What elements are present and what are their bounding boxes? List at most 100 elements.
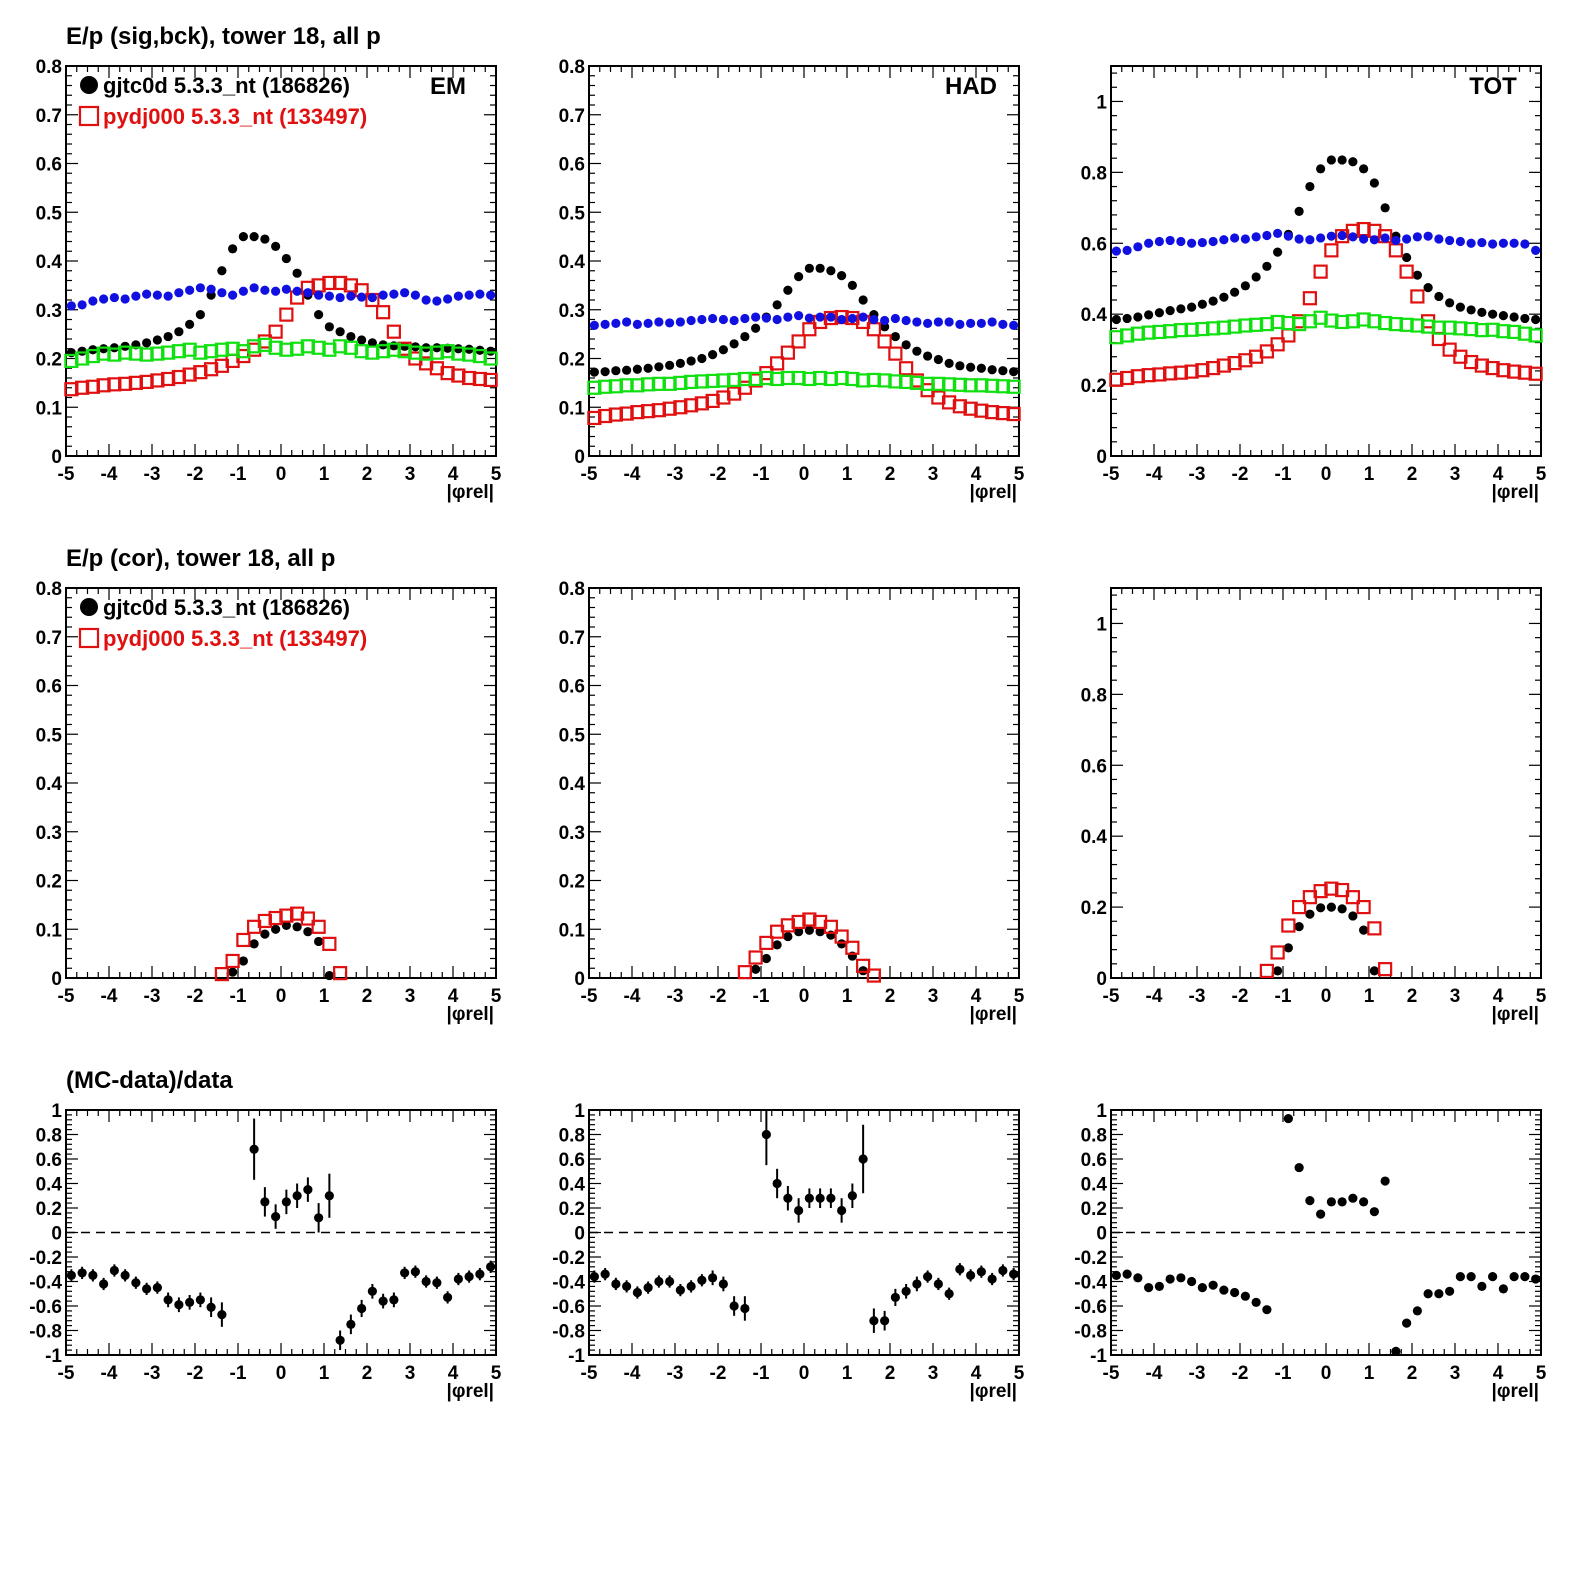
point-data — [933, 354, 943, 365]
x-tick-label: 0 — [799, 1363, 810, 1384]
y-tick-label: 0.4 — [1081, 827, 1108, 848]
y-tick-label: 0.8 — [36, 579, 62, 600]
point-data — [632, 364, 642, 374]
point-ratio — [901, 1286, 911, 1296]
y-tick-label: 0 — [574, 969, 585, 990]
y-tick-label: -0.6 — [29, 1297, 62, 1318]
point-data — [249, 939, 259, 949]
point-mc — [737, 380, 752, 395]
point-mc — [737, 965, 752, 980]
x-tick-label: -2 — [187, 986, 204, 1007]
y-tick-label: 0.6 — [36, 155, 62, 176]
point-data — [249, 232, 259, 242]
point-data — [783, 285, 793, 295]
point-data — [804, 263, 814, 273]
point-data — [174, 327, 184, 337]
y-tick-label: 0.7 — [36, 628, 62, 649]
x-tick-label: 2 — [885, 1363, 896, 1384]
point-mc — [716, 390, 731, 405]
point-ratio — [654, 1276, 664, 1287]
point-bck_data — [475, 289, 485, 299]
x-tick-label: 4 — [448, 1363, 459, 1384]
y-tick-label: 0.6 — [1081, 756, 1107, 777]
point-mc — [386, 324, 401, 339]
point-bck_data — [432, 296, 442, 306]
point-ratio — [1359, 1197, 1369, 1207]
panel-ratio-HAD: -5 -4 -3 -2 -1 0 1 2 3 4 5 -1 -0.8 -0.6 -0.4 -0.2 0 0.2 0.… — [552, 1101, 1024, 1402]
point-data — [357, 335, 367, 345]
point-bck_data — [1380, 233, 1390, 243]
point-bck_data — [998, 319, 1008, 329]
point-ratio — [378, 1296, 388, 1306]
point-data — [1273, 247, 1283, 257]
point-bck_data — [410, 290, 420, 300]
point-data — [1294, 921, 1304, 932]
point-ratio — [1230, 1287, 1240, 1298]
point-data — [99, 344, 109, 354]
point-mc — [1324, 243, 1339, 258]
point-mc — [1507, 364, 1522, 379]
point-mc — [1120, 370, 1135, 386]
point-mc — [483, 372, 498, 388]
point-bck_data — [772, 314, 782, 325]
point-mc — [780, 345, 795, 360]
point-mc — [290, 906, 305, 921]
x-tick-label: -1 — [230, 1363, 247, 1384]
point-bck_mc — [300, 339, 315, 354]
x-tick-label: 4 — [1493, 986, 1504, 1007]
point-bck_data — [869, 314, 879, 325]
point-bck_data — [303, 288, 313, 298]
point-ratio — [686, 1281, 696, 1291]
x-tick-label: -3 — [667, 1363, 684, 1384]
point-bck_data — [77, 300, 87, 310]
point-bck_data — [632, 319, 642, 329]
point-bck_mc — [107, 347, 122, 362]
point-ratio — [335, 1335, 345, 1345]
point-data — [772, 300, 782, 310]
x-tick-label: -5 — [1103, 986, 1120, 1007]
point-data — [708, 350, 718, 360]
y-tick-label: -1 — [45, 1346, 62, 1367]
point-bck_mc — [85, 348, 100, 364]
point-mc — [802, 912, 817, 927]
legend-text: gjtc0d 5.3.3_nt (186826) — [103, 73, 350, 98]
point-mc — [1152, 367, 1167, 382]
point-mc — [429, 361, 444, 376]
y-tick-label: -0.4 — [29, 1273, 62, 1294]
point-bck_mc — [759, 370, 774, 386]
point-data — [228, 967, 238, 977]
point-data — [1165, 306, 1175, 316]
point-bck_data — [443, 294, 453, 304]
point-ratio — [185, 1297, 195, 1307]
point-bck_data — [1531, 245, 1541, 255]
x-tick-label: 0 — [1321, 986, 1332, 1007]
point-bck_mc — [311, 340, 326, 355]
point-bck_mc — [483, 351, 498, 366]
point-bck_mc — [845, 371, 860, 387]
x-tick-label: -5 — [581, 464, 598, 485]
point-data — [185, 319, 195, 329]
x-tick-label: -2 — [710, 986, 727, 1007]
x-tick-label: -5 — [1103, 464, 1120, 485]
point-mc — [780, 918, 795, 933]
point-mc — [619, 406, 634, 421]
point-data — [611, 366, 621, 376]
point-bck_data — [783, 312, 793, 322]
point-bck_mc — [354, 344, 369, 359]
panel-label: TOT — [1469, 73, 1517, 100]
point-data — [718, 345, 728, 355]
point-bck_mc — [1431, 320, 1446, 335]
point-mc — [942, 395, 957, 410]
point-data — [1187, 302, 1197, 312]
point-ratio — [1337, 1197, 1347, 1207]
x-tick-label: 1 — [319, 464, 330, 485]
point-bck_mc — [598, 379, 613, 394]
legend-marker-mc — [78, 105, 100, 127]
point-ratio — [1412, 1306, 1422, 1316]
point-ratio — [120, 1270, 130, 1280]
point-bck_data — [1251, 232, 1261, 242]
point-data — [1455, 302, 1465, 312]
legend-text: gjtc0d 5.3.3_nt (186826) — [103, 595, 350, 620]
point-data — [815, 263, 825, 273]
